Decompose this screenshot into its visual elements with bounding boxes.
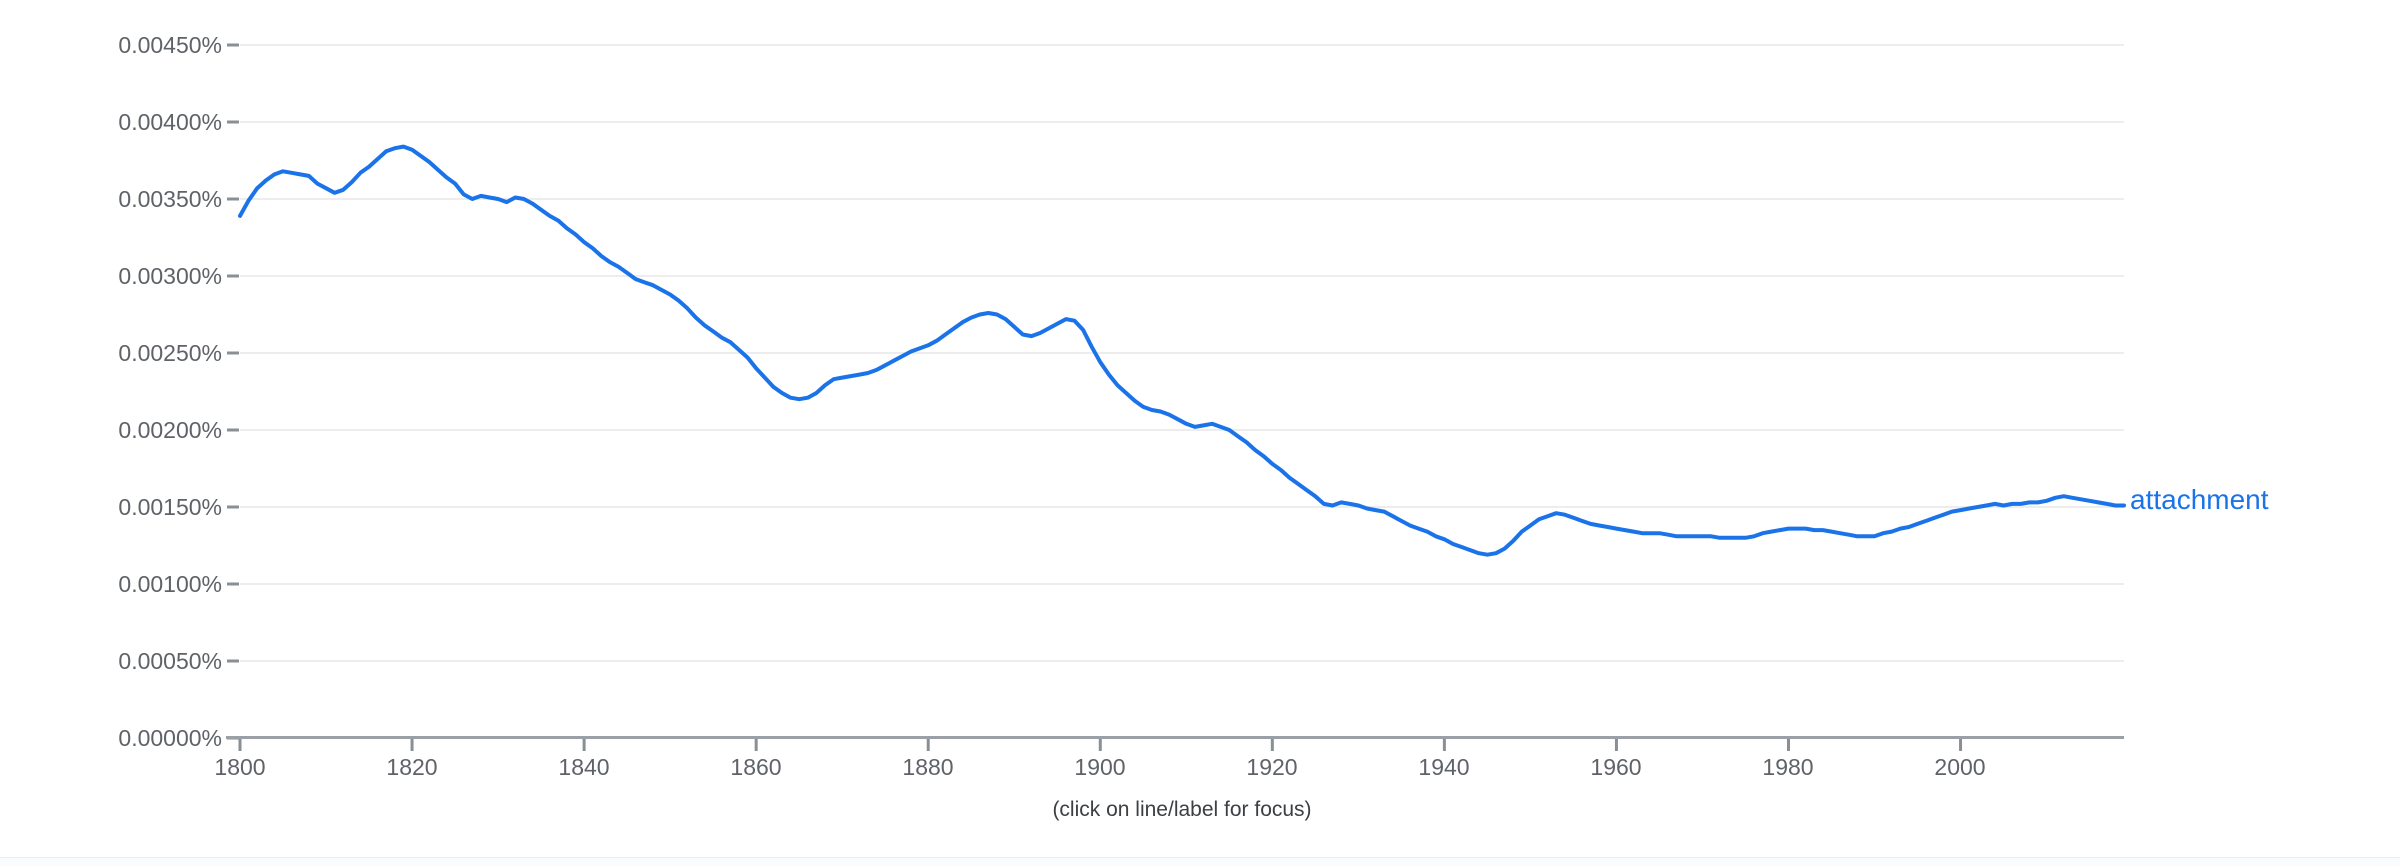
- y-axis-label: 0.00400%: [118, 109, 222, 135]
- x-axis-label: 1860: [730, 754, 782, 780]
- bottom-panel-edge: [0, 857, 2400, 866]
- x-axis-label: 1880: [902, 754, 954, 780]
- y-axis-label: 0.00300%: [118, 263, 222, 289]
- x-axis-label: 1820: [386, 754, 438, 780]
- footer-hint: (click on line/label for focus): [1052, 798, 1312, 821]
- x-axis-label: 1960: [1590, 754, 1642, 780]
- y-axis-label: 0.00100%: [118, 571, 222, 597]
- y-axis-label: 0.00150%: [118, 494, 222, 520]
- y-axis-label: 0.00350%: [118, 186, 222, 212]
- y-axis-label: 0.00000%: [118, 725, 222, 751]
- x-axis-label: 1980: [1762, 754, 1814, 780]
- x-axis-label: 1920: [1246, 754, 1298, 780]
- x-axis-label: 1840: [558, 754, 610, 780]
- y-axis-label: 0.00200%: [118, 417, 222, 443]
- y-axis-label: 0.00250%: [118, 340, 222, 366]
- x-axis-label: 1900: [1074, 754, 1126, 780]
- x-axis-label: 1940: [1418, 754, 1470, 780]
- y-axis-label: 0.00050%: [118, 648, 222, 674]
- y-axis-label: 0.00450%: [118, 32, 222, 58]
- x-axis-label: 2000: [1934, 754, 1986, 780]
- ngram-line-attachment[interactable]: [238, 144, 2126, 557]
- series-label-attachment[interactable]: attachment: [2130, 484, 2269, 515]
- x-axis-label: 1800: [214, 754, 266, 780]
